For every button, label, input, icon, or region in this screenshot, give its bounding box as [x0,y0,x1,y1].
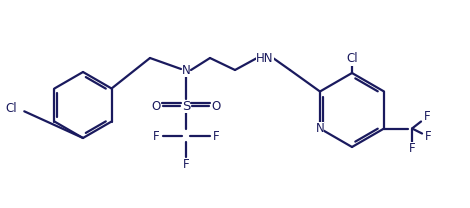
Text: S: S [182,99,190,113]
Text: O: O [151,99,161,113]
Text: F: F [425,130,431,143]
Text: N: N [315,122,324,135]
Text: F: F [183,157,189,171]
Text: F: F [153,130,159,142]
Text: O: O [212,99,220,113]
Text: Cl: Cl [5,102,17,114]
Text: HN: HN [256,52,274,64]
Text: F: F [213,130,219,142]
Text: F: F [409,142,415,155]
Text: Cl: Cl [346,52,358,66]
Text: N: N [181,63,190,77]
Text: F: F [424,110,431,123]
